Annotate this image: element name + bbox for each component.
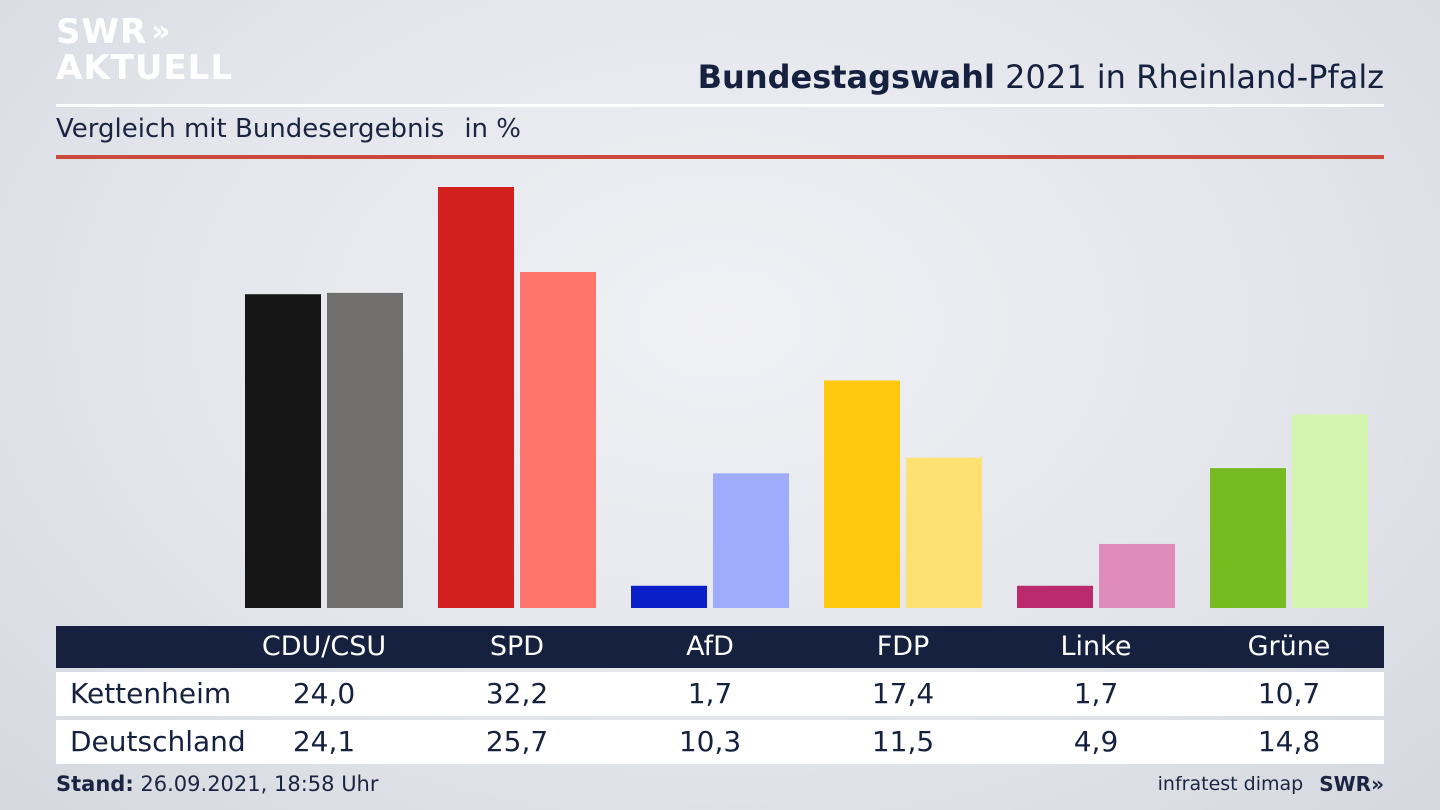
bar-fdp-kettenheim — [824, 380, 900, 608]
swr-aktuell-logo: SWR» AKTUELL — [56, 14, 233, 86]
category-label: AfD — [686, 631, 734, 662]
results-table: CDU/CSU SPD AfD FDP Linke Grüne Kettenheim 24… — [56, 626, 1384, 764]
subtitle-text: Vergleich mit Bundesergebnis — [56, 114, 445, 144]
category-label: SPD — [489, 631, 545, 662]
logo-line2: AKTUELL — [56, 48, 234, 88]
bar-grne-kettenheim — [1210, 468, 1286, 608]
row-label: Kettenheim — [70, 677, 232, 710]
source-credit: infratest dimap SWR» — [1158, 772, 1384, 796]
bar-afd-kettenheim — [631, 585, 707, 608]
table-row: Deutschland 24,1 25,7 10,3 11,5 4,9 14,8 — [56, 720, 1384, 764]
stand-value: 26.09.2021, 18:58 Uhr — [140, 772, 379, 796]
value-cell: 11,5 — [871, 725, 935, 758]
footer-brand: SWR» — [1319, 772, 1384, 796]
value-cell: 14,8 — [1257, 725, 1321, 758]
value-cell: 17,4 — [871, 677, 935, 710]
bar-grne-deutschland — [1292, 414, 1368, 608]
timestamp: Stand: 26.09.2021, 18:58 Uhr — [56, 772, 379, 796]
chart-title-rest: 2021 in Rheinland-Pfalz — [1005, 58, 1384, 96]
chart-title: Bundestagswahl 2021 in Rheinland-Pfalz — [698, 58, 1384, 96]
bar-cducsu-kettenheim — [245, 294, 321, 608]
title-divider — [56, 104, 1384, 107]
value-cell: 25,7 — [485, 725, 549, 758]
bar-fdp-deutschland — [906, 457, 982, 608]
bar-linke-deutschland — [1099, 543, 1175, 608]
chart-title-bold: Bundestagswahl — [697, 58, 995, 96]
row-label: Deutschland — [70, 725, 246, 758]
table-row: Kettenheim 24,0 32,2 1,7 17,4 1,7 10,7 — [56, 672, 1384, 716]
bar-linke-kettenheim — [1017, 585, 1093, 608]
value-cell: 10,7 — [1257, 677, 1321, 710]
subtitle-divider — [56, 155, 1384, 159]
bar-cducsu-deutschland — [327, 292, 403, 608]
source-label: infratest dimap — [1157, 773, 1304, 795]
category-label: Linke — [1060, 631, 1132, 662]
value-cell: 10,3 — [678, 725, 742, 758]
bar-spd-deutschland — [520, 271, 596, 608]
value-cell: 1,7 — [687, 677, 733, 710]
value-cell: 4,9 — [1073, 725, 1119, 758]
bar-spd-kettenheim — [438, 187, 514, 608]
unit-label: in % — [464, 114, 521, 144]
chart-subtitle: Vergleich mit Bundesergebnis in % — [56, 114, 521, 144]
value-cell: 24,0 — [292, 677, 356, 710]
category-label: CDU/CSU — [261, 631, 387, 662]
category-label: Grüne — [1247, 631, 1331, 662]
value-cell: 32,2 — [485, 677, 549, 710]
logo-line1: SWR — [56, 12, 148, 52]
stand-label: Stand: — [56, 772, 134, 796]
category-label: FDP — [876, 631, 930, 662]
bar-afd-deutschland — [713, 473, 789, 608]
table-header: CDU/CSU SPD AfD FDP Linke Grüne — [56, 626, 1384, 668]
value-cell: 1,7 — [1073, 677, 1119, 710]
value-cell: 24,1 — [292, 725, 356, 758]
